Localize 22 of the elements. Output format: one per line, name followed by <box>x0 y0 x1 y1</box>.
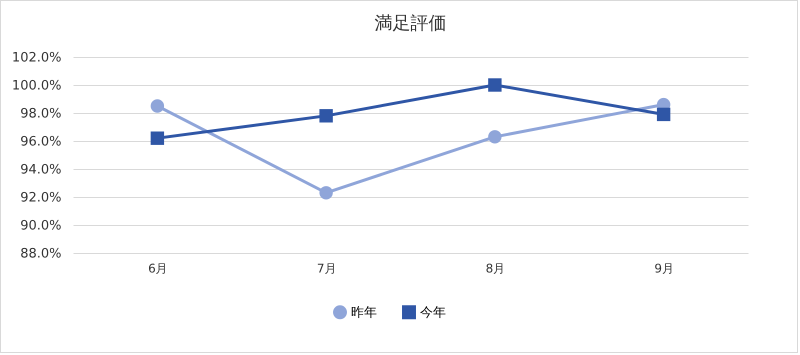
y-tick-label: 98.0% <box>20 106 62 122</box>
y-tick-label: 92.0% <box>20 190 62 206</box>
x-tick-label: 6月 <box>148 262 168 276</box>
point <box>319 109 333 123</box>
y-tick-label: 88.0% <box>20 246 62 262</box>
point <box>488 78 502 92</box>
legend-label: 昨年 <box>351 305 377 320</box>
point <box>319 186 333 200</box>
point <box>150 131 164 145</box>
legend-label: 今年 <box>420 305 446 320</box>
y-tick-label: 100.0% <box>12 78 62 94</box>
y-tick-label: 96.0% <box>20 134 62 150</box>
x-tick-label: 8月 <box>486 262 506 276</box>
x-tick-label: 9月 <box>654 262 674 276</box>
x-tick-label: 7月 <box>316 262 336 276</box>
y-tick-label: 90.0% <box>20 218 62 234</box>
y-tick-label: 94.0% <box>20 162 62 178</box>
point <box>150 99 164 113</box>
point <box>488 130 502 144</box>
point <box>656 108 670 122</box>
chart-title: 満足評価 <box>374 13 446 34</box>
y-tick-label: 102.0% <box>12 50 62 66</box>
